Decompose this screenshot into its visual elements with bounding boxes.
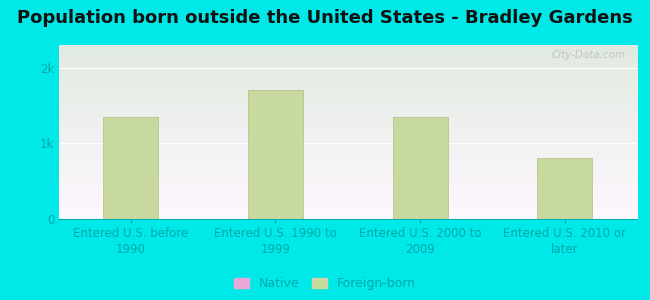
Text: Population born outside the United States - Bradley Gardens: Population born outside the United State… xyxy=(17,9,633,27)
Legend: Native, Foreign-born: Native, Foreign-born xyxy=(230,273,420,294)
Bar xyxy=(103,117,159,219)
Text: City-Data.com: City-Data.com xyxy=(551,50,625,60)
Bar xyxy=(248,90,303,219)
Bar xyxy=(393,117,448,219)
Bar xyxy=(537,158,592,219)
